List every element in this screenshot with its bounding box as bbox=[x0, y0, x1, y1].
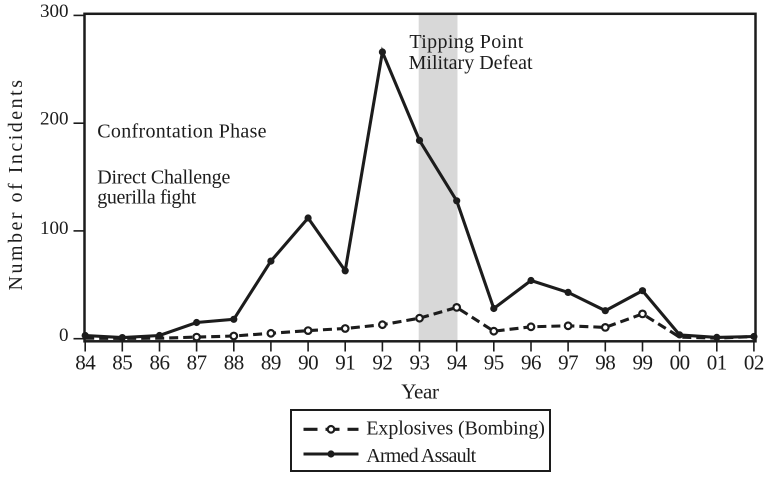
svg-text:0: 0 bbox=[59, 325, 69, 346]
svg-text:Confrontation Phase: Confrontation Phase bbox=[97, 121, 267, 143]
svg-text:99: 99 bbox=[633, 351, 653, 375]
svg-text:97: 97 bbox=[558, 351, 578, 375]
svg-text:Direct Challenge: Direct Challenge bbox=[97, 166, 230, 188]
svg-text:Year: Year bbox=[401, 379, 439, 403]
svg-text:91: 91 bbox=[335, 351, 355, 375]
svg-text:Number of Incidents: Number of Incidents bbox=[5, 77, 27, 290]
svg-text:88: 88 bbox=[224, 351, 244, 375]
svg-text:300: 300 bbox=[40, 1, 69, 22]
svg-text:87: 87 bbox=[187, 351, 207, 375]
svg-text:95: 95 bbox=[484, 351, 504, 375]
svg-text:84: 84 bbox=[75, 351, 96, 375]
svg-text:Explosives (Bombing): Explosives (Bombing) bbox=[366, 418, 545, 440]
svg-text:100: 100 bbox=[40, 218, 69, 239]
svg-text:96: 96 bbox=[521, 351, 541, 375]
svg-text:93: 93 bbox=[410, 351, 430, 375]
svg-text:00: 00 bbox=[670, 351, 690, 375]
svg-text:85: 85 bbox=[112, 351, 132, 375]
svg-text:90: 90 bbox=[298, 351, 318, 375]
svg-text:200: 200 bbox=[40, 109, 69, 130]
svg-text:92: 92 bbox=[372, 351, 392, 375]
svg-text:94: 94 bbox=[447, 351, 468, 375]
svg-text:89: 89 bbox=[261, 351, 281, 375]
svg-text:98: 98 bbox=[595, 351, 615, 375]
svg-text:86: 86 bbox=[150, 351, 170, 375]
svg-text:02: 02 bbox=[744, 351, 764, 375]
svg-text:guerilla fight: guerilla fight bbox=[97, 187, 196, 209]
svg-text:Tipping Point: Tipping Point bbox=[409, 31, 523, 53]
svg-text:01: 01 bbox=[707, 351, 727, 375]
svg-text:Military Defeat: Military Defeat bbox=[409, 52, 533, 74]
svg-text:Armed Assault: Armed Assault bbox=[366, 445, 476, 467]
